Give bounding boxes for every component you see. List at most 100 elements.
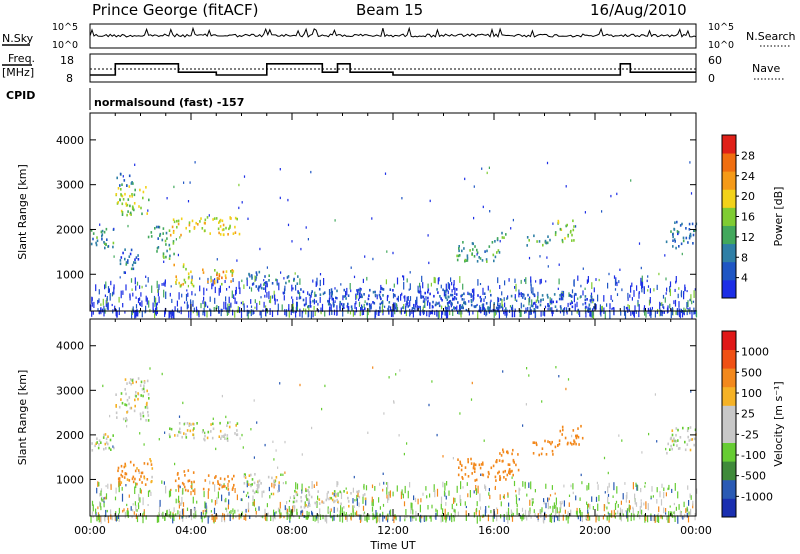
data-cell [184,470,186,473]
scatter-cell [380,285,381,290]
sparse-cell [541,400,542,402]
scatter-cell [663,492,664,498]
sparse-cell [282,474,283,476]
data-cell [220,233,222,236]
sparse-cell [558,375,559,377]
scatter-cell [179,502,180,505]
data-cell [339,301,341,304]
scatter-cell [235,488,236,493]
data-cell [461,476,463,479]
data-cell [336,493,338,496]
data-cell [219,275,221,278]
scatter-cell [354,303,355,309]
data-cell [540,304,542,307]
scatter-cell [510,305,511,307]
sparse-cell [531,498,532,500]
scatter-cell [607,283,608,289]
scatter-cell [522,481,523,487]
scatter-cell [410,508,411,514]
scatter-cell [297,484,298,490]
scatter-cell [412,510,413,515]
data-cell [142,395,144,398]
scatter-cell [372,497,373,503]
sparse-cell [136,381,137,383]
data-cell [122,211,124,214]
data-cell [121,392,123,395]
scatter-cell [426,516,427,521]
scatter-cell [498,298,499,302]
scatter-cell [375,311,376,318]
data-cell [220,437,222,440]
data-cell [101,231,103,234]
scatter-cell [691,495,692,500]
scatter-cell [190,491,191,495]
scatter-cell [638,311,639,317]
scatter-cell [200,303,201,308]
scatter-cell [548,308,549,311]
scatter-cell [531,284,532,291]
data-cell [687,436,689,439]
data-cell [544,440,546,443]
scatter-cell [320,297,321,303]
data-cell [484,292,486,295]
scatter-cell [293,307,294,313]
data-cell [146,402,148,405]
scatter-cell [653,288,654,291]
data-cell [212,482,214,485]
scatter-cell [641,499,642,501]
scatter-cell [271,483,272,488]
scatter-cell [485,510,486,517]
data-cell [166,237,168,240]
sparse-cell [217,258,218,260]
data-cell [120,173,122,176]
data-cell [407,305,409,308]
data-cell [147,407,149,410]
data-cell [125,393,127,396]
data-cell [570,231,572,234]
data-cell [268,274,270,277]
scatter-cell [513,513,514,516]
data-cell [148,397,150,400]
sparse-cell [430,200,431,202]
data-cell [440,297,442,300]
data-cell [545,240,547,243]
data-cell [129,175,131,178]
data-cell [541,453,543,456]
scatter-cell [648,503,649,510]
data-cell [103,434,105,437]
data-cell [457,301,459,304]
scatter-cell [104,499,105,501]
scatter-cell [514,286,515,289]
scatter-cell [299,309,300,317]
scatter-cell [545,280,546,282]
sparse-cell [454,293,455,295]
data-cell [522,293,524,296]
data-cell [477,294,479,297]
data-cell [227,439,229,442]
data-cell [261,287,263,290]
scatter-cell [534,509,535,513]
scatter-cell [175,489,176,492]
scatter-cell [400,516,401,522]
sparse-cell [656,440,657,442]
scatter-cell [264,302,265,308]
scatter-cell [488,506,489,508]
scatter-cell [177,301,178,307]
scatter-cell [403,276,404,281]
scatter-cell [218,492,219,499]
nsky-label: N.Sky [2,32,34,45]
scatter-cell [627,293,628,299]
sparse-cell [225,416,226,418]
data-cell [132,205,134,208]
data-cell [204,229,206,232]
scatter-cell [470,490,471,498]
scatter-cell [479,493,480,501]
scatter-cell [203,288,204,296]
sparse-cell [404,453,405,455]
scatter-cell [171,299,172,303]
scatter-cell [663,306,664,309]
sparse-cell [348,307,349,309]
scatter-cell [580,497,581,500]
data-cell [177,472,179,475]
scatter-cell [193,497,194,504]
